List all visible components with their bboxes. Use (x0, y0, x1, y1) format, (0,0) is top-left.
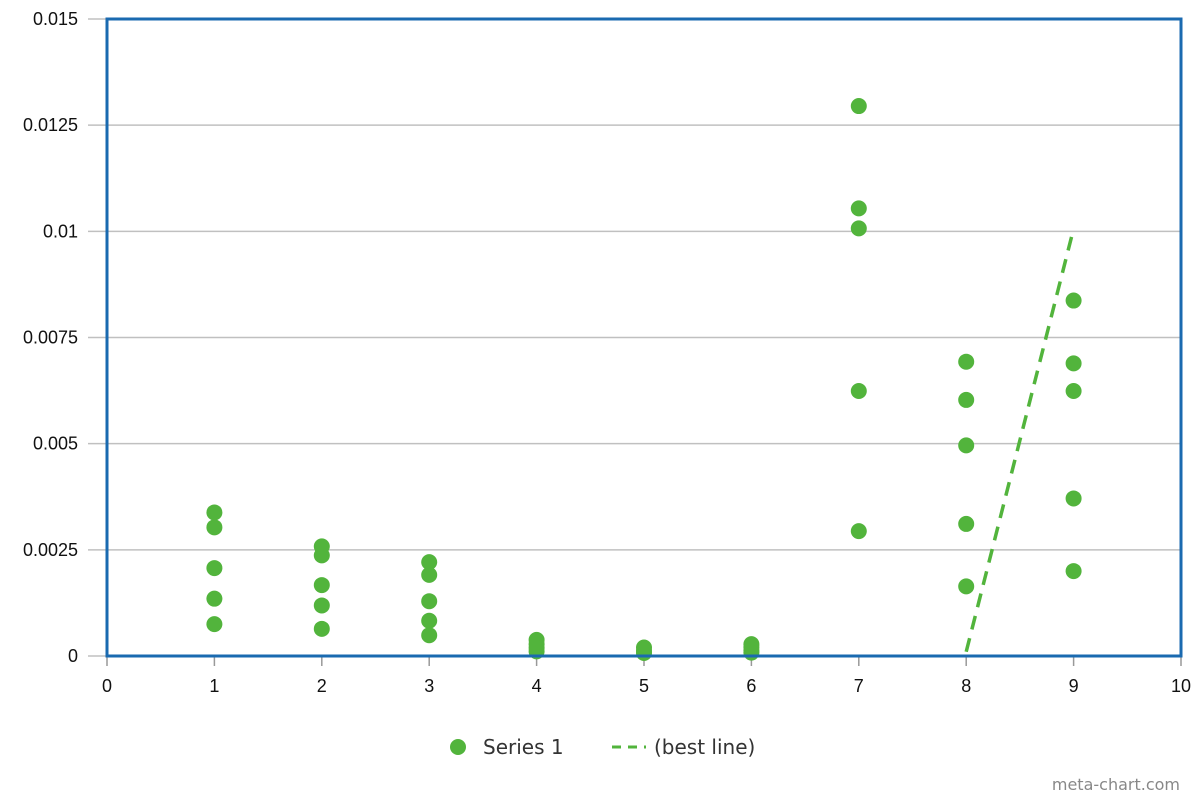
x-tick-label: 4 (532, 676, 542, 696)
y-tick-label: 0.015 (33, 9, 78, 29)
legend-label-best-line: (best line) (654, 735, 755, 759)
data-point (850, 200, 867, 217)
x-tick-label: 3 (424, 676, 434, 696)
data-point (1065, 490, 1082, 507)
data-point (636, 645, 652, 662)
y-tick-label: 0.0025 (23, 540, 78, 560)
data-point (206, 590, 223, 607)
y-tick-label: 0.0075 (23, 328, 78, 348)
data-point (958, 391, 975, 408)
x-tick-label: 1 (209, 676, 219, 696)
legend-marker-series-1 (450, 739, 466, 755)
data-point (313, 620, 330, 637)
data-point (850, 383, 867, 400)
data-point (850, 220, 867, 237)
data-point (1065, 383, 1082, 400)
data-point (1065, 563, 1082, 580)
x-tick-label: 2 (317, 676, 327, 696)
data-point (958, 437, 975, 454)
data-point (850, 523, 867, 540)
gridlines (88, 18, 1181, 657)
data-point (421, 566, 438, 583)
data-point (1065, 355, 1082, 372)
data-point (850, 98, 867, 115)
data-point (313, 597, 330, 614)
data-point (206, 519, 223, 536)
x-tick-label: 0 (102, 676, 112, 696)
data-point (421, 593, 438, 610)
y-tick-label: 0.0125 (23, 115, 78, 135)
x-tick-label: 6 (746, 676, 756, 696)
data-point (743, 644, 760, 661)
x-tick-label: 7 (854, 676, 864, 696)
data-point (313, 547, 330, 564)
data-point (206, 504, 223, 521)
y-axis: 0 0.0025 0.005 0.0075 0.01 0.0125 0.015 (23, 9, 78, 666)
data-point (1065, 292, 1082, 309)
y-tick-label: 0.005 (33, 434, 78, 454)
legend-label-series-1: Series 1 (483, 735, 564, 759)
y-tick-label: 0.01 (43, 221, 78, 241)
plot-series (206, 98, 1082, 662)
x-tick-label: 8 (961, 676, 971, 696)
data-point (421, 627, 438, 644)
data-point (421, 612, 438, 629)
data-point (313, 577, 330, 594)
data-point (421, 554, 438, 571)
y-tick-label: 0 (68, 646, 78, 666)
best-line (964, 228, 1076, 653)
x-axis: 0 1 2 3 4 5 6 7 8 9 10 (102, 656, 1191, 696)
x-tick-label: 10 (1171, 676, 1191, 696)
data-point (958, 515, 975, 532)
data-point (958, 578, 975, 595)
data-point (206, 560, 223, 577)
legend: Series 1 (best line) (450, 735, 755, 759)
x-tick-label: 5 (639, 676, 649, 696)
data-point (206, 616, 223, 633)
credit-label: meta-chart.com (1052, 775, 1180, 794)
plot-area-border (105, 17, 1183, 658)
x-tick-label: 9 (1069, 676, 1079, 696)
data-point (958, 353, 975, 370)
